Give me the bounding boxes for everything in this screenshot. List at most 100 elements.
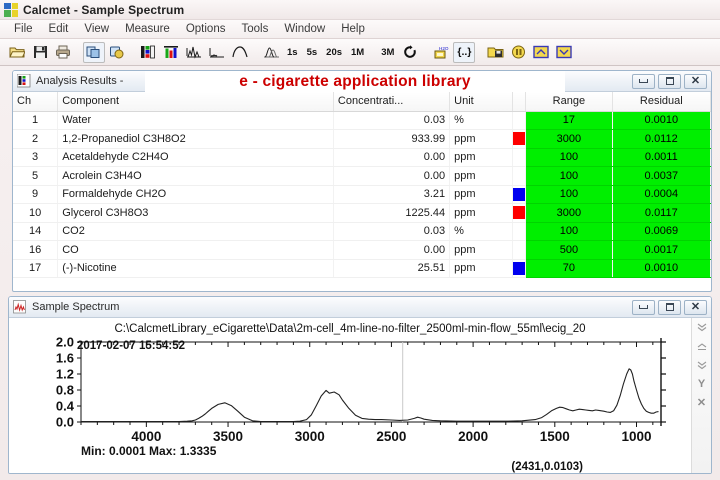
x-tick-label: 1500 — [540, 429, 570, 444]
cell-residual: 0.0004 — [612, 185, 711, 204]
cell-residual: 0.0112 — [612, 129, 711, 149]
library-bars-icon[interactable] — [137, 42, 159, 63]
menu-item-file[interactable]: File — [14, 22, 33, 35]
scroll-up-icon[interactable] — [695, 339, 709, 352]
menu-item-help[interactable]: Help — [341, 22, 365, 35]
table-row[interactable]: 17 (-)-Nicotine 25.51 ppm 70 0.0010 — [13, 259, 711, 278]
cell-concentration: 0.03 — [333, 111, 451, 130]
collapse-all-icon[interactable] — [695, 320, 709, 333]
concentration-bar — [512, 206, 525, 219]
cell-bargraph — [512, 185, 527, 204]
cell-concentration: 0.03 — [333, 222, 451, 241]
cell-unit: ppm — [449, 185, 513, 204]
cell-residual: 0.0017 — [612, 240, 711, 260]
sample-spectrum-titlebar[interactable]: Sample Spectrum ✕ — [9, 297, 711, 318]
concentration-bar — [512, 132, 525, 145]
cell-residual: 0.0037 — [612, 166, 711, 186]
import-blue-icon[interactable] — [553, 42, 575, 63]
concentration-bar — [512, 187, 525, 201]
spectrum-peaks-icon[interactable] — [183, 42, 205, 63]
cell-channel: 1 — [13, 111, 59, 130]
save-icon[interactable] — [29, 42, 51, 63]
cell-component: Acetaldehyde C2H4O — [57, 148, 334, 167]
copy-icon[interactable] — [83, 41, 105, 63]
minimize-button[interactable] — [632, 299, 655, 315]
close-button[interactable]: ✕ — [684, 73, 707, 89]
scroll-down-icon[interactable] — [695, 358, 709, 371]
y-tick-label: 1.2 — [56, 367, 74, 382]
export-blue-icon[interactable] — [530, 42, 552, 63]
x-axis-icon[interactable]: ✕ — [696, 397, 707, 409]
duration-1m[interactable]: 1M — [351, 46, 365, 58]
print-icon[interactable] — [52, 42, 74, 63]
column-header-concentration[interactable]: Concentrati... — [333, 92, 451, 112]
cell-concentration: 0.00 — [333, 148, 451, 167]
table-row[interactable]: 16 CO 0.00 ppm 500 0.0017 — [13, 240, 711, 260]
cell-bargraph — [512, 129, 527, 149]
duration-1s[interactable]: 1s — [287, 46, 298, 58]
menu-item-measure[interactable]: Measure — [125, 22, 170, 35]
y-tick-label: 1.6 — [56, 351, 74, 366]
minimize-button[interactable] — [632, 73, 655, 89]
y-tick-label: 0.4 — [56, 399, 75, 414]
cell-bargraph — [512, 166, 527, 186]
cell-range: 100 — [525, 185, 613, 204]
menu-item-tools[interactable]: Tools — [241, 22, 269, 35]
braces-button[interactable]: {..} — [453, 41, 476, 63]
column-header-residual[interactable]: Residual — [612, 92, 711, 112]
table-row[interactable]: 9 Formaldehyde CH2O 3.21 ppm 100 0.0004 — [13, 185, 711, 204]
cell-unit: % — [449, 111, 513, 130]
menu-item-window[interactable]: Window — [284, 22, 326, 35]
spectrum-trace — [81, 368, 659, 423]
column-header-bargraph[interactable] — [512, 92, 527, 112]
save-yellow-icon[interactable] — [484, 42, 506, 63]
residual-icon[interactable] — [206, 42, 228, 63]
sample-spectrum-title: Sample Spectrum — [32, 301, 120, 313]
table-row[interactable]: 3 Acetaldehyde C2H4O 0.00 ppm 100 0.0011 — [13, 148, 711, 167]
column-header-unit[interactable]: Unit — [449, 92, 513, 112]
close-button[interactable]: ✕ — [684, 299, 707, 315]
y-axis-icon[interactable]: Y — [697, 377, 706, 390]
paste-icon[interactable] — [106, 42, 128, 63]
calcmet-logo-icon — [4, 2, 18, 17]
measure-h2o-icon[interactable]: H2O — [430, 42, 452, 63]
menu-item-edit[interactable]: Edit — [48, 22, 69, 35]
curve-icon[interactable] — [229, 42, 251, 63]
spectrum-file-path: C:\CalcmetLibrary_eCigarette\Data\2m-cel… — [114, 323, 586, 335]
duration-3m[interactable]: 3M — [381, 46, 395, 58]
cell-component: CO — [57, 240, 334, 260]
duration-20s[interactable]: 20s — [326, 46, 343, 58]
column-header-range[interactable]: Range — [525, 92, 613, 112]
column-header-component[interactable]: Component — [57, 92, 334, 112]
refresh-icon[interactable] — [399, 42, 421, 63]
cell-bargraph — [512, 111, 527, 130]
application-library-banner-text: e - cigarette application library — [239, 72, 471, 90]
duration-5s[interactable]: 5s — [306, 46, 318, 58]
table-row[interactable]: 14 CO2 0.03% 100 0.0069 — [13, 222, 711, 241]
cell-unit: % — [449, 222, 513, 241]
spectrum-timestamp: 2017-02-07 15:54:52 — [77, 340, 186, 352]
table-row[interactable]: 10 Glycerol C3H8O3 1225.44 ppm 3000 0.0117 — [13, 203, 711, 223]
menu-item-options[interactable]: Options — [185, 22, 226, 35]
pause-yellow-icon[interactable] — [507, 42, 529, 63]
rgb-bars-icon[interactable] — [160, 42, 182, 63]
cell-component: Acrolein C3H4O — [57, 166, 334, 186]
maximize-button[interactable] — [658, 299, 681, 315]
cell-concentration: 933.99 — [333, 129, 451, 149]
overlay-peaks-icon[interactable] — [260, 42, 282, 63]
column-header-ch[interactable]: Ch — [13, 92, 59, 112]
cell-range: 500 — [525, 240, 613, 260]
table-row[interactable]: 5 Acrolein C3H4O 0.00 ppm 100 0.0037 — [13, 166, 711, 186]
spectrum-plot-container[interactable]: C:\CalcmetLibrary_eCigarette\Data\2m-cel… — [9, 318, 691, 473]
menu-item-view[interactable]: View — [84, 22, 110, 35]
cell-range: 100 — [525, 148, 613, 167]
open-folder-icon[interactable] — [6, 42, 28, 63]
cell-range: 3000 — [525, 203, 613, 223]
table-row[interactable]: 1 Water 0.03% 17 0.0010 — [13, 111, 711, 130]
maximize-button[interactable] — [658, 73, 681, 89]
y-tick-label: 0.0 — [56, 415, 74, 430]
spectrum-chart[interactable]: 4000 3500 3000 2500 2000 1500 1000 2.0 1.6 1.2 0.8… — [9, 335, 691, 448]
cell-residual: 0.0117 — [612, 203, 711, 223]
table-row[interactable]: 2 1,2-Propanediol C3H8O2 933.99 ppm 3000 0.01… — [13, 129, 711, 149]
